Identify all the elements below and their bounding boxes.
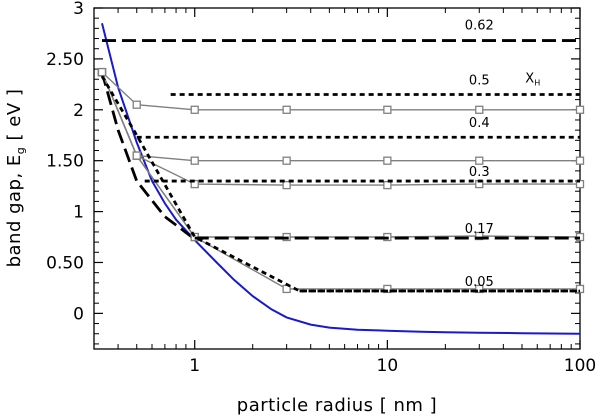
data-series-line <box>101 71 580 186</box>
y-axis-title-unit: [ eV ] <box>4 89 25 147</box>
x-axis-title: particle radius [ nm ] <box>237 395 437 416</box>
plot-frame <box>93 7 581 350</box>
reference-lines-layer <box>101 39 580 293</box>
data-point-marker <box>132 151 141 160</box>
legend-label-main: X <box>525 71 534 86</box>
data-point-marker <box>475 105 484 114</box>
y-tick-label: 2 <box>73 101 84 121</box>
fit-curve <box>100 71 196 241</box>
axis-ticks: 1 10 100 0 0.50 1 1.50 2 2.50 3 <box>46 0 596 376</box>
data-series-line <box>101 71 580 162</box>
data-point-marker <box>383 105 392 114</box>
data-point-marker <box>475 156 484 165</box>
data-series-line <box>101 71 580 111</box>
x-tick-label: 1 <box>189 356 200 376</box>
y-axis-title-main: band gap, E <box>4 154 25 267</box>
reference-line-label: 0.3 <box>469 165 490 180</box>
data-point-marker <box>190 105 199 114</box>
data-point-marker <box>575 284 585 294</box>
reference-line-label: 0.17 <box>465 222 494 237</box>
reference-line-label: 0.05 <box>465 275 494 290</box>
y-tick-label: 3 <box>73 0 84 19</box>
reference-line-label: 0.62 <box>465 18 494 33</box>
y-tick-label: 1.50 <box>46 152 84 172</box>
data-point-marker <box>575 156 585 165</box>
x-tick-label: 100 <box>564 356 596 376</box>
data-point-marker <box>475 231 484 241</box>
data-point-marker <box>282 156 291 165</box>
data-point-marker <box>282 105 291 114</box>
data-series-line <box>101 71 581 238</box>
model-curve <box>101 23 581 335</box>
reference-line-label: 0.5 <box>469 73 490 88</box>
data-point-marker <box>575 105 585 114</box>
data-point-marker <box>190 156 199 165</box>
legend-label: XH <box>525 71 540 87</box>
legend-label-subscript: H <box>534 78 540 87</box>
data-point-marker <box>383 284 392 294</box>
series-layer <box>97 23 585 335</box>
data-point-marker <box>282 180 291 190</box>
data-point-marker <box>383 156 392 165</box>
data-point-marker <box>190 179 199 189</box>
data-point-marker <box>383 180 392 190</box>
y-tick-label: 0.50 <box>46 253 84 273</box>
reference-line-label: 0.4 <box>469 116 490 131</box>
data-point-marker <box>132 100 141 109</box>
labels-layer: 0.62 0.5 0.4 0.3 0.17 0.05 <box>465 18 494 290</box>
data-point-marker <box>97 67 107 77</box>
y-axis-title: band gap, Eg [ eV ] <box>4 89 27 268</box>
y-tick-label: 0 <box>73 304 84 324</box>
y-tick-label: 1 <box>73 203 84 223</box>
y-axis-title-subscript: g <box>14 147 27 154</box>
data-point-marker <box>475 284 484 294</box>
y-tick-label: 2.50 <box>46 50 84 70</box>
x-tick-label: 10 <box>377 356 399 376</box>
